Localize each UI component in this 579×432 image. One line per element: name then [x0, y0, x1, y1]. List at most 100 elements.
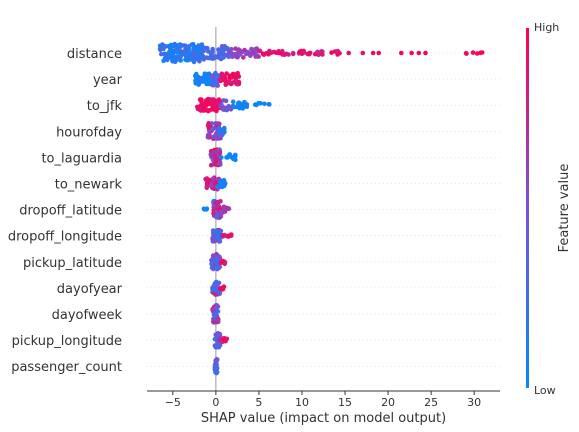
shap-point: [220, 285, 226, 291]
shap-point: [163, 56, 168, 61]
shap-point: [190, 42, 196, 47]
shap-point: [198, 98, 204, 104]
shap-point: [215, 309, 221, 314]
x-axis-label: SHAP value (impact on model output): [201, 411, 446, 426]
shap-point: [185, 50, 191, 56]
shap-point: [273, 50, 279, 55]
shap-point: [278, 51, 283, 56]
shap-point: [262, 101, 267, 107]
shap-point: [230, 54, 235, 60]
shap-point: [211, 291, 217, 296]
shap-point: [169, 56, 175, 62]
shap-point: [217, 239, 223, 244]
shap-point: [170, 50, 175, 55]
shap-point: [221, 180, 226, 186]
shap-point: [166, 50, 172, 55]
shap-point: [320, 49, 325, 54]
shap-point: [329, 50, 334, 55]
shap-point: [217, 179, 223, 185]
shap-point: [217, 230, 222, 236]
shap-point: [190, 57, 195, 62]
shap-point: [213, 70, 218, 76]
shap-point: [210, 176, 216, 182]
shap-point: [230, 99, 236, 105]
shap-point: [214, 343, 219, 349]
shap-point: [225, 155, 231, 160]
shap-point: [235, 70, 240, 76]
shap-point: [220, 131, 225, 136]
feature-label: passenger_count: [11, 360, 122, 375]
shap-point: [233, 51, 238, 57]
shap-point: [226, 233, 231, 239]
shap-point: [376, 50, 382, 56]
shap-point: [216, 131, 222, 137]
feature-label: pickup_latitude: [23, 256, 122, 271]
shap-point: [269, 50, 274, 55]
shap-point: [178, 44, 183, 49]
shap-point: [211, 312, 217, 318]
shap-point: [241, 55, 246, 60]
feature-label: dayofyear: [57, 282, 123, 297]
shap-point: [203, 77, 209, 82]
shap-point: [346, 50, 352, 56]
shap-point: [217, 55, 222, 60]
shap-point: [423, 50, 428, 56]
shap-point: [205, 96, 211, 102]
shap-point: [159, 51, 164, 57]
shap-point: [282, 52, 287, 57]
shap-point: [214, 358, 220, 363]
shap-point: [209, 56, 215, 61]
shap-point: [163, 52, 168, 57]
shap-point: [399, 50, 404, 56]
shap-point: [221, 337, 227, 343]
shap-point: [210, 306, 215, 312]
x-tick-label: −5: [165, 396, 181, 409]
shap-point: [175, 49, 180, 55]
shap-point: [222, 208, 228, 213]
shap-point: [233, 74, 239, 80]
x-tick-label: 0: [212, 396, 219, 409]
shap-point: [286, 52, 291, 57]
shap-point: [221, 105, 226, 110]
shap-point: [221, 204, 227, 210]
shap-point: [464, 51, 469, 56]
x-tick-label: 25: [424, 396, 438, 409]
colorbar-low-label: Low: [534, 384, 556, 397]
shap-point: [206, 178, 212, 183]
shap-point: [229, 46, 234, 52]
shap-point: [176, 56, 181, 62]
shap-point: [266, 101, 272, 107]
shap-point: [221, 127, 227, 133]
shap-point: [216, 52, 222, 57]
shap-point: [470, 50, 476, 55]
shap-point: [196, 82, 201, 87]
shap-point: [244, 51, 249, 57]
shap-point: [213, 102, 219, 107]
shap-point: [416, 50, 422, 56]
shap-point: [208, 182, 214, 188]
shap-point: [178, 49, 184, 54]
points-layer: [157, 41, 485, 376]
shap-point: [215, 319, 221, 325]
shap-point: [201, 48, 206, 53]
shap-point: [233, 46, 238, 51]
shap-point: [193, 46, 199, 52]
shap-point: [220, 258, 226, 264]
shap-point: [212, 237, 217, 242]
shap-point: [210, 97, 216, 102]
shap-point: [217, 291, 223, 296]
x-tick-label: 15: [338, 396, 352, 409]
feature-label: distance: [67, 47, 122, 62]
shap-point: [226, 206, 232, 211]
shap-point: [196, 74, 201, 80]
colorbar-title: Feature value: [557, 164, 572, 253]
x-tick-label: 20: [381, 396, 395, 409]
shap-point: [237, 52, 243, 57]
x-tick-label: 5: [255, 396, 262, 409]
shap-point: [218, 77, 223, 82]
shap-point: [206, 132, 212, 138]
shap-point: [187, 46, 192, 52]
shap-point: [197, 59, 202, 64]
shap-point: [206, 125, 212, 130]
